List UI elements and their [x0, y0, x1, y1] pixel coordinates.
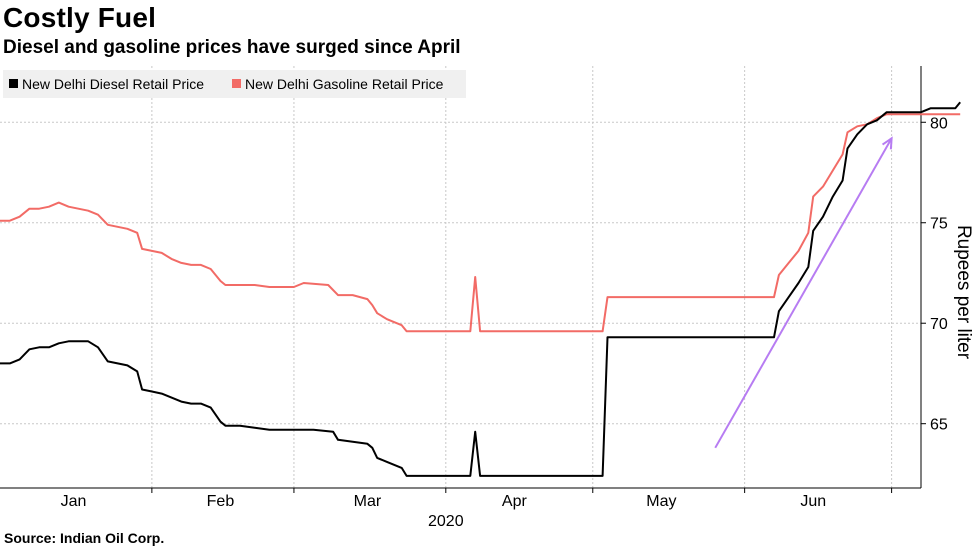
y-tick-label-65: 65	[930, 417, 948, 434]
diesel-series-line	[0, 101, 961, 477]
y-tick-label-80: 80	[930, 115, 948, 132]
annotations	[714, 136, 893, 449]
legend-swatch-diesel	[9, 79, 18, 88]
x-tick-label-jun: Jun	[800, 493, 826, 510]
chart-title: Costly Fuel	[3, 2, 157, 33]
y-tick-label-70: 70	[930, 316, 948, 333]
x-tick-label-may: May	[646, 493, 676, 510]
y-axis-title: Rupees per liter	[953, 225, 974, 360]
y-tick-label-75: 75	[930, 216, 948, 233]
x-tick-label-jan: Jan	[61, 493, 87, 510]
trend-arrow-shaft	[714, 137, 893, 449]
series-layer	[0, 101, 961, 477]
trend-arrow-head	[881, 136, 893, 150]
x-tick-label-feb: Feb	[207, 493, 235, 510]
legend-label-diesel: New Delhi Diesel Retail Price	[22, 76, 204, 92]
x-tick-label-apr: Apr	[502, 493, 528, 510]
gridlines	[0, 66, 921, 488]
legend-swatch-gasoline	[232, 79, 241, 88]
source-note: Source: Indian Oil Corp.	[4, 530, 165, 546]
x-axis-year-label: 2020	[428, 513, 464, 530]
legend-label-gasoline: New Delhi Gasoline Retail Price	[245, 76, 444, 92]
gasoline-series-line	[0, 113, 961, 333]
legend: New Delhi Diesel Retail Price New Delhi G…	[3, 70, 466, 98]
axes: 65 70 75 80 Jan Feb Mar Apr May Jun 2020 Rupees per…	[0, 66, 974, 530]
x-tick-label-mar: Mar	[354, 493, 382, 510]
chart-subtitle: Diesel and gasoline prices have surged s…	[3, 37, 461, 58]
